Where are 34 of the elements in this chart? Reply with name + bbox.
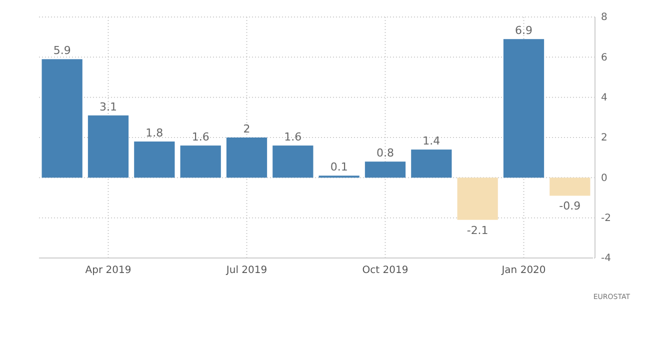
bar: [180, 146, 221, 178]
data-label: 5.9: [53, 44, 71, 58]
y-tick-label: 8: [601, 12, 608, 24]
x-tick-label: Jan 2020: [500, 265, 546, 276]
data-label: 0.8: [376, 146, 394, 160]
data-label: -0.9: [559, 200, 581, 213]
bar: [411, 150, 452, 178]
bar: [88, 115, 129, 178]
data-label: 1.8: [146, 126, 164, 140]
data-label: 1.4: [422, 134, 440, 148]
x-tick-label: Apr 2019: [85, 265, 132, 276]
data-label: 6.9: [515, 24, 532, 38]
data-label: 3.1: [100, 100, 117, 114]
bar: [457, 178, 498, 220]
bar: [226, 138, 268, 178]
y-tick-label: 4: [601, 92, 608, 104]
bar: [272, 146, 314, 178]
y-tick-label: 6: [601, 52, 608, 64]
bar: [134, 142, 175, 178]
y-tick-label: -2: [601, 213, 611, 224]
y-tick-label: -4: [601, 253, 611, 264]
bar: [550, 178, 590, 196]
x-tick-label: Oct 2019: [362, 265, 408, 276]
data-label: -2.1: [466, 224, 488, 237]
bar: [364, 162, 406, 178]
data-label: 0.1: [330, 160, 348, 174]
bar: [42, 59, 82, 178]
y-tick-label: 0: [601, 172, 608, 184]
data-label: 1.6: [284, 130, 302, 144]
x-tick-label: Jul 2019: [225, 265, 268, 276]
bar: [503, 39, 544, 178]
data-label: 1.6: [192, 130, 210, 144]
data-label: 2: [243, 122, 250, 136]
y-tick-label: 2: [601, 132, 608, 144]
